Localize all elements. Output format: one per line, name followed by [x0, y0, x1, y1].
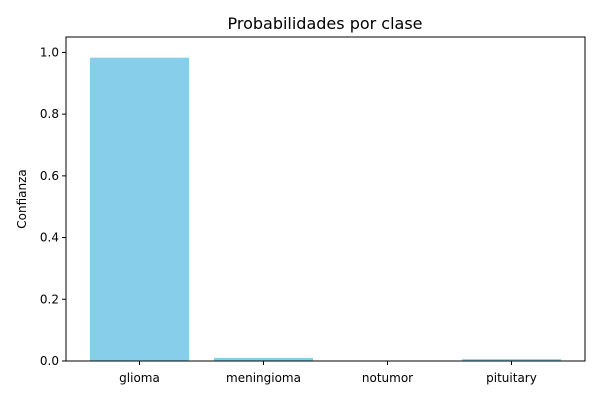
x-tick-label: glioma [119, 371, 160, 385]
plot-frame [65, 36, 586, 362]
y-axis-label: Confianza [15, 169, 29, 229]
y-tick-label: 0.2 [40, 292, 59, 306]
y-tick-label: 0.6 [40, 169, 59, 183]
y-axis: 0.0 0.2 0.4 0.6 0.8 1.0 [40, 45, 66, 368]
bar-glioma [90, 57, 189, 361]
bar-pituitary [462, 359, 561, 361]
y-tick-label: 0.0 [40, 354, 59, 368]
x-tick-label: notumor [362, 371, 413, 385]
bars-group [90, 57, 561, 361]
y-tick-label: 0.8 [40, 107, 59, 121]
chart-title: Probabilidades por clase [227, 14, 422, 33]
y-tick-label: 1.0 [40, 45, 59, 59]
x-tick-label: meningioma [226, 371, 301, 385]
bar-meningioma [214, 357, 313, 361]
y-tick-label: 0.4 [40, 231, 59, 245]
x-axis: glioma meningioma notumor pituitary [119, 361, 537, 385]
x-tick-label: pituitary [486, 371, 537, 385]
